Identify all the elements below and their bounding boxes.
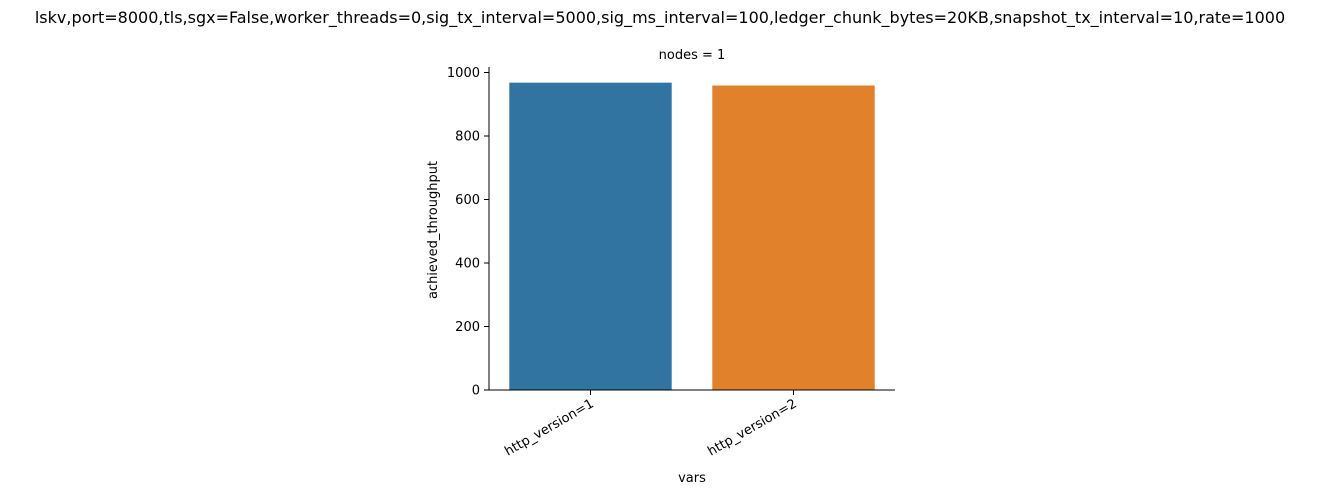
y-tick-label: 800 xyxy=(455,130,480,145)
x-tick-label: http_version=2 xyxy=(705,396,799,459)
facet-title: nodes = 1 xyxy=(659,48,726,63)
y-tick-label: 600 xyxy=(455,193,480,208)
x-axis-label: vars xyxy=(678,471,706,486)
bars-group xyxy=(509,83,874,390)
y-tick-label: 0 xyxy=(472,384,480,399)
bar-http_version=2 xyxy=(712,86,874,390)
y-axis-label: achieved_throughput xyxy=(426,161,441,299)
y-tick-label: 1000 xyxy=(447,66,480,81)
chart-title: lskv,port=8000,tls,sgx=False,worker_thre… xyxy=(35,8,1285,28)
x-tick-label: http_version=1 xyxy=(502,396,596,459)
x-axis-ticks: http_version=1 http_version=2 xyxy=(502,390,799,459)
y-tick-label: 200 xyxy=(455,320,480,335)
bar-http_version=1 xyxy=(509,83,671,390)
y-tick-label: 400 xyxy=(455,257,480,272)
y-axis-ticks: 0 200 400 600 800 1000 xyxy=(447,66,489,399)
